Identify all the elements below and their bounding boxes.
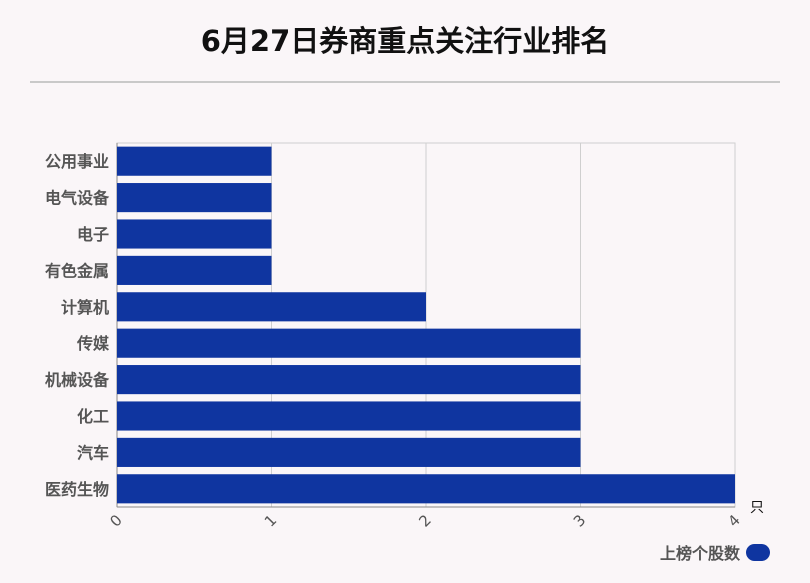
bar (117, 437, 581, 467)
category-label: 电气设备 (45, 189, 110, 208)
legend: 上榜个股数 (660, 540, 770, 564)
bar (117, 219, 272, 249)
legend-label: 上榜个股数 (659, 544, 740, 563)
category-label: 电子 (77, 225, 109, 244)
category-label: 有色金属 (45, 261, 109, 280)
title-divider (30, 81, 780, 83)
category-label: 医药生物 (45, 480, 109, 499)
category-label: 公用事业 (45, 152, 109, 171)
bar (117, 365, 581, 395)
bar (117, 292, 426, 322)
category-label: 汽车 (77, 443, 109, 462)
x-tick-label: 3 (570, 511, 589, 530)
category-label: 计算机 (61, 298, 109, 317)
bar (117, 328, 581, 358)
x-tick-label: 1 (261, 511, 280, 530)
x-tick-label: 4 (724, 511, 743, 530)
x-tick-labels: 0 1 2 3 4 (106, 511, 743, 530)
category-label: 机械设备 (45, 371, 110, 390)
bar (117, 255, 272, 285)
bar (117, 146, 272, 176)
x-unit-label: 只 (750, 500, 764, 516)
bar (117, 183, 272, 213)
chart-title: 6月27日券商重点关注行业排名 (200, 24, 610, 58)
bars (117, 146, 735, 504)
category-label: 传媒 (76, 334, 110, 353)
legend-swatch (746, 543, 770, 561)
bar (117, 474, 735, 504)
category-label: 化工 (77, 407, 109, 426)
bar (117, 401, 581, 431)
x-tick-label: 0 (106, 511, 125, 530)
x-tick-label: 2 (415, 511, 434, 530)
